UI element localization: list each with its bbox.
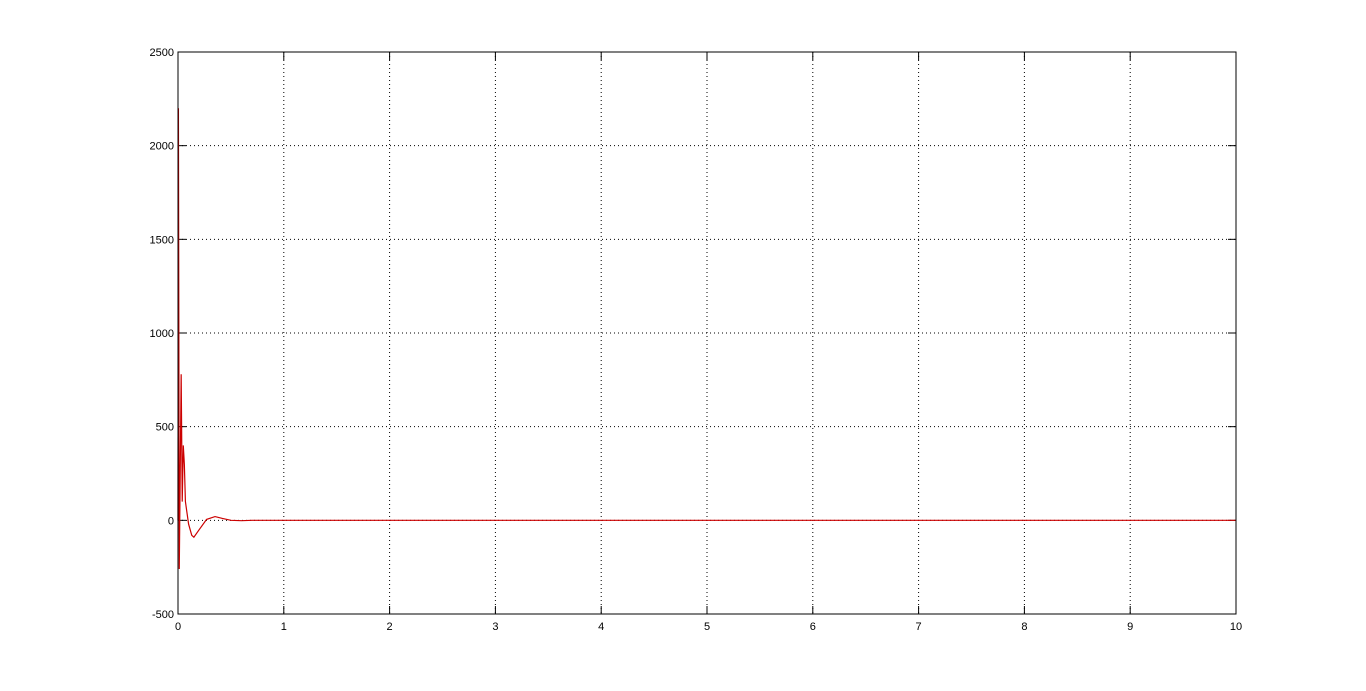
series-line (177, 108, 1236, 570)
x-tick-label: 5 (704, 621, 710, 633)
y-tick-label: 2000 (150, 141, 174, 153)
y-tick-label: 500 (156, 422, 174, 434)
y-tick-label: -500 (152, 609, 174, 621)
x-tick-label: 9 (1127, 621, 1133, 633)
y-tick-label: 0 (168, 515, 174, 527)
x-tick-label: 4 (598, 621, 604, 633)
plot-frame (177, 51, 1237, 615)
x-tick-label: 1 (281, 621, 287, 633)
x-tick-label: 7 (916, 621, 922, 633)
x-tick-label: 2 (387, 621, 393, 633)
x-tick-label: 3 (492, 621, 498, 633)
y-tick-label: 1000 (150, 328, 174, 340)
y-tick-label: 1500 (150, 234, 174, 246)
y-tick-label: 2500 (150, 47, 174, 59)
x-tick-label: 0 (175, 621, 181, 633)
x-tick-label: 10 (1230, 621, 1242, 633)
x-tick-label: 6 (810, 621, 816, 633)
x-tick-label: 8 (1021, 621, 1027, 633)
